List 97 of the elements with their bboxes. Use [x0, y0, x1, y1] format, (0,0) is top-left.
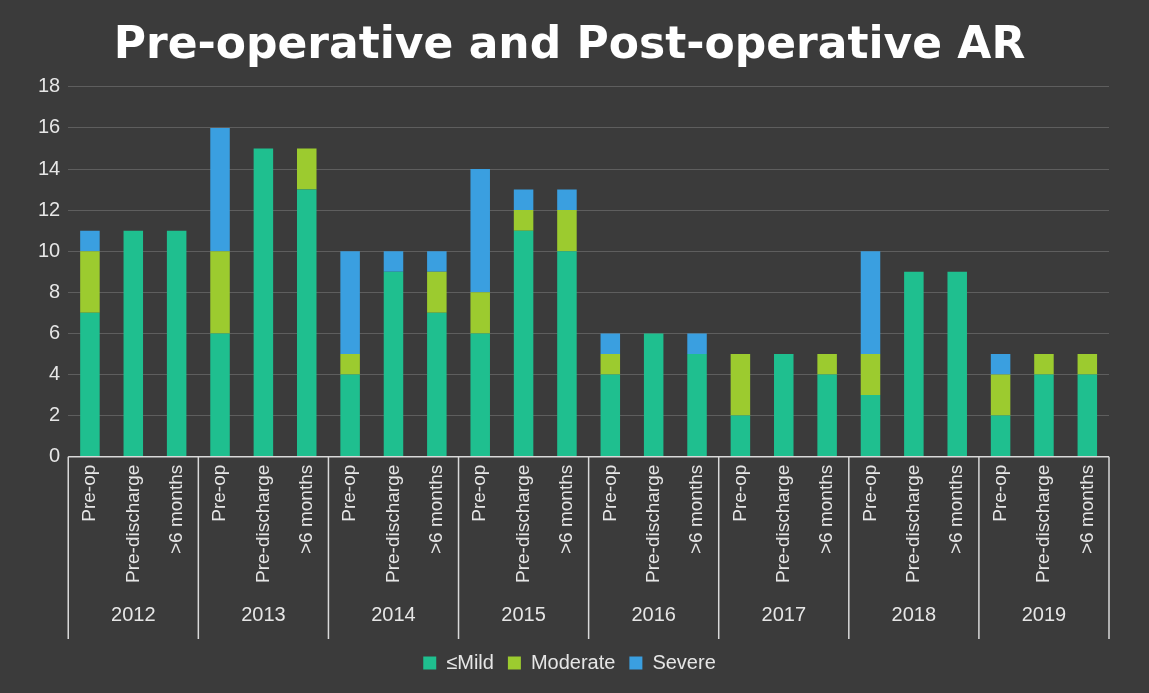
bar	[687, 353, 707, 457]
bar	[557, 251, 577, 457]
y-tick-label: 6	[49, 320, 61, 343]
bar	[990, 415, 1011, 457]
bar	[990, 374, 1011, 416]
bar	[860, 353, 881, 396]
bar	[123, 230, 144, 457]
bar	[513, 189, 534, 211]
bar	[210, 127, 230, 252]
x-tick-label: >6 months	[1075, 464, 1097, 554]
bar	[340, 251, 360, 354]
bar	[427, 251, 447, 272]
text: 2014	[371, 602, 416, 625]
bar	[340, 353, 360, 375]
x-tick-label: Pre-op	[78, 464, 100, 522]
bar	[730, 415, 751, 457]
bar	[513, 210, 534, 231]
bar	[166, 230, 187, 457]
text: 2012	[111, 602, 156, 625]
bar	[470, 169, 490, 293]
y-tick-label: 16	[38, 115, 61, 138]
text: 2016	[631, 602, 676, 625]
text: 2015	[501, 602, 546, 625]
x-tick-label: Pre-op	[858, 464, 880, 522]
bar	[600, 353, 621, 375]
bar	[427, 312, 447, 457]
y-tick-label: 4	[49, 362, 61, 385]
x-tick-label: Pre-op	[468, 464, 490, 522]
bar	[513, 230, 534, 457]
x-tick-label: Pre-op	[338, 464, 360, 522]
y-tick-label: 0	[49, 444, 61, 467]
bar	[860, 395, 881, 457]
bar	[253, 148, 274, 457]
x-tick-label: Pre-op	[728, 464, 750, 522]
bar	[210, 333, 230, 457]
bar	[557, 210, 577, 252]
x-tick-label: Pre-discharge	[121, 464, 143, 583]
bar	[427, 271, 447, 313]
bar	[817, 353, 837, 375]
bar	[80, 251, 100, 313]
x-tick-label: Pre-discharge	[902, 464, 924, 583]
bar	[687, 333, 707, 354]
bar	[1034, 374, 1054, 457]
bar	[470, 292, 490, 334]
x-tick-label: Pre-discharge	[772, 464, 793, 583]
bar	[340, 374, 360, 457]
x-tick-label: Pre-discharge	[251, 464, 273, 583]
x-tick-label: Pre-discharge	[1032, 464, 1054, 583]
x-tick-label: >6 months	[164, 464, 186, 554]
bar	[297, 148, 317, 190]
x-tick-label: >6 months	[815, 464, 837, 554]
x-tick-label: >6 months	[294, 464, 316, 554]
bar	[557, 189, 577, 211]
legend-label: ≤Mild	[446, 650, 494, 673]
text: 2019	[1021, 602, 1067, 625]
bar	[730, 353, 751, 416]
legend-label: Moderate	[530, 650, 616, 673]
x-tick-label: Pre-discharge	[381, 464, 403, 583]
bar	[80, 312, 100, 457]
x-tick-label: >6 months	[685, 464, 707, 554]
x-tick-label: >6 months	[425, 464, 447, 554]
x-tick-label: Pre-op	[988, 464, 1010, 522]
bar	[1077, 374, 1098, 457]
x-tick-label: Pre-discharge	[511, 464, 533, 583]
bar	[990, 353, 1011, 375]
x-tick-label: >6 months	[555, 464, 577, 554]
y-tick-label: 12	[38, 197, 61, 220]
bar	[774, 353, 794, 457]
bar	[947, 271, 967, 457]
chart-title: Pre-operative and Post-operative AR	[113, 16, 1026, 68]
bar	[80, 230, 100, 252]
text: 2018	[891, 602, 937, 625]
y-tick-label: 10	[38, 238, 61, 261]
x-tick-label: Pre-discharge	[641, 464, 663, 583]
x-tick-label: Pre-op	[598, 464, 620, 522]
bar	[817, 374, 837, 457]
y-tick-label: 8	[49, 279, 61, 302]
y-tick-label: 18	[38, 74, 61, 97]
bar	[600, 333, 621, 354]
x-tick-label: >6 months	[945, 464, 967, 554]
y-tick-label: 2	[49, 403, 61, 426]
bar	[470, 333, 490, 457]
bar	[383, 271, 404, 457]
bar	[904, 271, 924, 457]
x-tick-label: Pre-op	[208, 464, 230, 522]
text: 2017	[761, 602, 807, 625]
bar	[643, 333, 664, 457]
bar	[600, 374, 621, 457]
bar	[1034, 353, 1054, 375]
bar	[210, 251, 230, 334]
bar	[1077, 353, 1098, 375]
text: 2013	[241, 602, 286, 625]
bar	[297, 189, 317, 457]
y-tick-label: 14	[38, 156, 61, 179]
bar	[383, 251, 404, 272]
legend-label: Severe	[652, 650, 716, 673]
bar	[860, 251, 881, 354]
